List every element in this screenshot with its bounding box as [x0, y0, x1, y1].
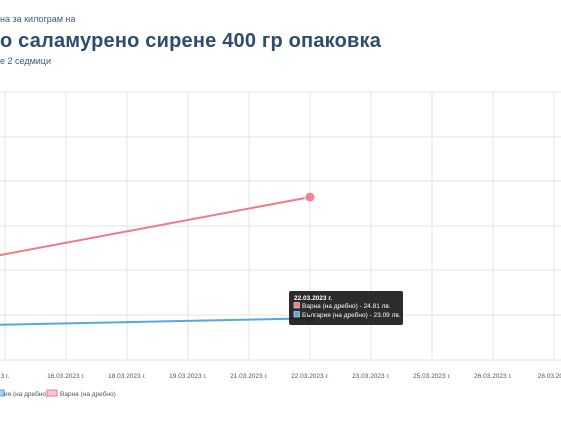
tooltip-swatch [293, 302, 300, 309]
series-pink [0, 191, 316, 257]
x-tick-label: 21.03.2023 г. [230, 373, 268, 380]
x-tick-label: 19.03.2023 г. [169, 373, 207, 380]
x-tick-label: 16.03.2023 г. [47, 373, 85, 380]
x-tick-label: 22.03.2023 г. [291, 373, 329, 380]
chart-grid [0, 91, 561, 361]
legend-label-blue[interactable]: ия (на дребно) [4, 390, 48, 398]
tooltip-row: България (на дребно) - 23.09 лв. [302, 311, 401, 319]
chart-subtitle-bottom: е 2 седмици [0, 56, 51, 66]
data-point-marker[interactable] [304, 191, 316, 203]
chart-subtitle-top: на за килограм на [0, 14, 76, 24]
legend-swatch-pink[interactable] [46, 389, 58, 397]
tooltip: 22.03.2023 г.Варна (на дребно) - 24.81 л… [289, 291, 403, 325]
legend: ия (на дребно) Варна (на дребно) [0, 389, 116, 398]
legend-swatch-blue[interactable] [0, 389, 5, 397]
series-line [0, 196, 311, 257]
tooltip-title: 22.03.2023 г. [294, 295, 332, 302]
x-tick-label: 26.03.2023 г. [474, 373, 512, 380]
x-tick-label: 25.03.2023 г. [413, 373, 451, 380]
chart-title: о саламурено сирене 400 гр опаковка [0, 30, 382, 52]
series-line [0, 317, 311, 326]
x-tick-label: 18.03.2023 г. [108, 373, 146, 380]
tooltip-box [289, 291, 403, 325]
tooltip-swatch [293, 311, 300, 318]
x-axis: 3 г. 16.03.2023 г. 18.03.2023 г. 19.03.2023… [1, 373, 561, 380]
x-tick-label: 28.03.2023 [538, 373, 561, 380]
legend-label-pink[interactable]: Варна (на дребно) [60, 390, 116, 398]
tooltip-row: Варна (на дребно) - 24.81 лв. [302, 302, 391, 310]
x-tick-label: 23.03.2023 г. [352, 373, 390, 380]
x-tick-label: 3 г. [1, 373, 10, 380]
